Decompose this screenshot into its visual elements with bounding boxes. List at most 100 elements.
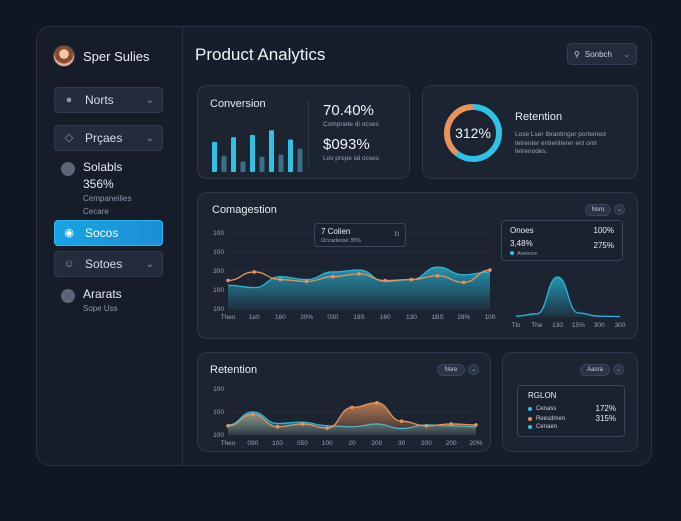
region-dot — [528, 425, 532, 429]
tooltip-marker: Ŋ — [394, 232, 399, 238]
x-tick-label: Theo — [221, 314, 236, 321]
conversion-bar — [221, 155, 227, 172]
region-filter-pill[interactable]: Aasra — [580, 364, 610, 376]
chart-tooltip: 7 Colien Occarlesse 35% Ŋ — [314, 223, 406, 247]
x-tick-label: 15% — [572, 322, 585, 329]
chevron-down-icon[interactable]: ⌄ — [613, 364, 624, 375]
summary-label-1: Onoes — [510, 226, 534, 235]
series-point — [300, 422, 305, 426]
sidebar-ararats[interactable]: Ararats Sope Uss — [61, 287, 122, 314]
user-circle-icon — [61, 289, 75, 303]
search-label: Sonbch — [584, 49, 612, 59]
x-tick-label: 030 — [327, 314, 338, 321]
profile-name: Sper Sulies — [83, 48, 150, 64]
legend-dot — [510, 251, 514, 255]
x-tick-label: 050 — [297, 440, 308, 447]
series-point — [409, 277, 414, 282]
conversion-bar — [240, 161, 246, 172]
summary-value-1: 100% — [593, 226, 614, 235]
x-tick-label: 200 — [446, 440, 457, 447]
solabls-sub1: Cempaneilies — [83, 194, 132, 203]
x-tick-label: 100 — [485, 314, 496, 321]
series-point — [474, 423, 478, 427]
series-point — [449, 422, 453, 426]
series-point — [399, 419, 404, 423]
y-tick-label: 300 — [213, 268, 224, 275]
series-point — [325, 426, 329, 430]
chevron-down-icon: ⌄ — [145, 132, 154, 144]
nav-item-socos-active[interactable]: ◉ Socos — [54, 220, 163, 246]
retention-ring-chart — [444, 104, 502, 162]
series-point — [275, 424, 280, 429]
nav-item-prcaes[interactable]: ◇ Prçaes ⌄ — [54, 125, 163, 151]
series-point — [331, 274, 335, 279]
nav-item-norts[interactable]: ● Norts ⌄ — [54, 87, 163, 113]
user-circle-icon — [61, 162, 75, 176]
chevron-down-icon[interactable]: ⌄ — [614, 204, 625, 215]
ararats-sub: Sope Uss — [83, 304, 118, 313]
nav-item-label: Norts — [85, 93, 114, 107]
sidebar: Sper Sulies ● Norts ⌄ ◇ Prçaes ⌄ Solabls… — [37, 27, 183, 465]
y-tick-label: 100 — [213, 230, 224, 237]
region-card: Aasra ⌄ RGLON Cenass 172% Reesdmen 315% Cena… — [502, 352, 638, 452]
retention-desc-line: tetrenodes. — [515, 148, 548, 155]
x-tick-label: 300 — [594, 322, 605, 329]
series-point — [383, 278, 387, 283]
sidebar-solabls[interactable]: Solabls 356% Cempaneilies Cecare — [61, 160, 131, 217]
x-tick-label: 160 — [275, 314, 286, 321]
series-area — [228, 402, 476, 435]
x-tick-label: 130 — [406, 314, 417, 321]
region-row: Cenaen — [528, 424, 616, 430]
retention-card: 312% Retention Lose Lser Ibrantinger por… — [422, 85, 638, 179]
tag-icon: ◇ — [64, 132, 74, 144]
y-tick-label: 100 — [213, 432, 224, 439]
y-tick-label: 100 — [213, 306, 224, 313]
circle-icon: ◉ — [64, 227, 74, 239]
conversion-bar — [288, 139, 293, 172]
x-tick-label: 100 — [272, 440, 283, 447]
solabls-value: 356% — [83, 177, 114, 191]
series-point — [462, 280, 466, 285]
congestion-filter-pill[interactable]: Nsro — [585, 204, 611, 216]
conversion-bar-chart — [212, 130, 303, 172]
avatar[interactable] — [53, 45, 75, 67]
page-title: Product Analytics — [195, 45, 326, 64]
ring-slice — [444, 104, 502, 162]
y-tick-label: 100 — [213, 249, 224, 256]
conversion-bar — [297, 148, 303, 172]
region-label: Cenass — [536, 405, 557, 412]
series-point — [252, 270, 256, 274]
x-tick-label: 19S — [353, 314, 365, 321]
search-dropdown[interactable]: ⚲ Sonbch ⌄ — [567, 43, 637, 65]
x-tick-label: 1BS — [431, 314, 444, 321]
x-tick-label: 30% — [300, 314, 313, 321]
x-tick-label: 100 — [322, 440, 333, 447]
region-row: Cenass 172% — [528, 404, 616, 413]
region-dot — [528, 406, 532, 411]
nav-item-sotoes[interactable]: ☺ Sotoes ⌄ — [54, 251, 163, 277]
chevron-down-icon[interactable]: ⌄ — [468, 364, 479, 375]
summary-label-2: 3,48% — [510, 239, 533, 248]
summary-legend-label: Avencre — [517, 251, 538, 257]
ararats-title: Ararats — [83, 287, 122, 301]
nav-item-label: Sotoes — [85, 257, 123, 271]
x-tick-label: 200 — [421, 440, 432, 447]
x-tick-label: 20% — [469, 440, 482, 447]
region-legend-box: RGLON Cenass 172% Reesdmen 315% Cenaen — [517, 385, 625, 437]
retention-filter-pill[interactable]: Nsre — [437, 364, 465, 376]
region-label: Reesdmen — [536, 415, 566, 422]
nav-item-label: Prçaes — [85, 131, 123, 145]
x-tick-label: Theo — [221, 440, 236, 447]
tooltip-title: 7 Colien — [321, 227, 351, 236]
chevron-down-icon: ⌄ — [145, 258, 154, 270]
solabls-title: Solabls — [83, 160, 123, 174]
conversion-card: Conversion 70.40% Compnete di ocses $093… — [197, 85, 410, 179]
retention-trend-title: Retention — [210, 364, 258, 376]
conversion-title: Conversion — [210, 98, 266, 110]
retention-trend-card: Retention Nsre ⌄ 100 100 100 Theo 090 100 050 1… — [197, 352, 491, 452]
profile[interactable]: Sper Sulies — [53, 45, 149, 67]
congestion-card: Comagestion Nsro ⌄ 100 100 300 100 100 Theo 1e… — [197, 192, 638, 339]
series-point — [251, 412, 255, 417]
